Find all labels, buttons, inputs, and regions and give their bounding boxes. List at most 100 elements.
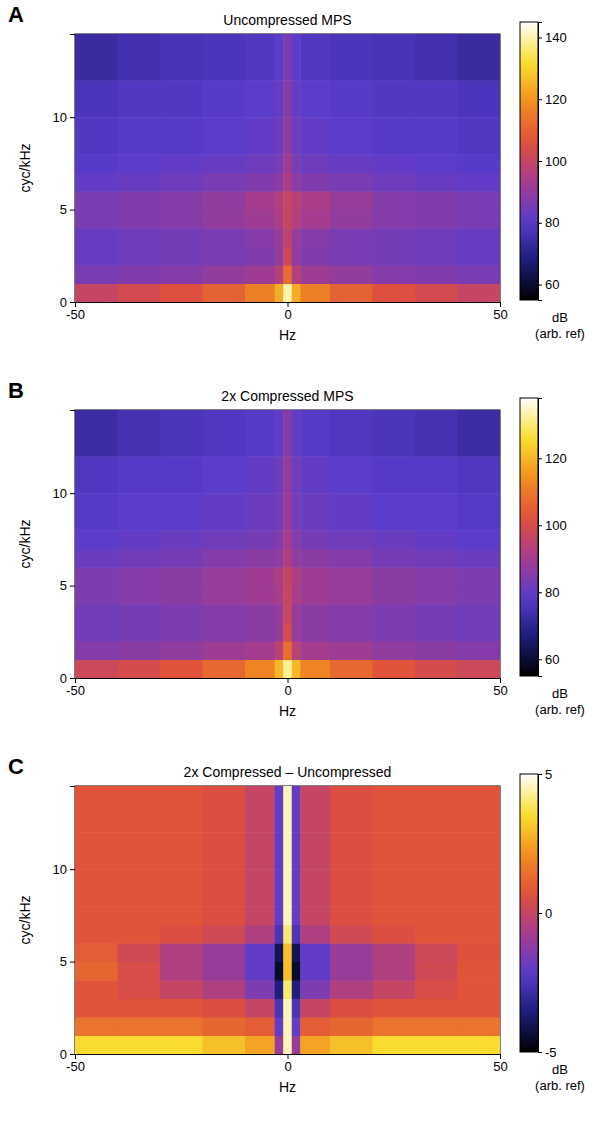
heatmap-cell xyxy=(458,80,501,117)
heatmap-cell xyxy=(415,80,458,117)
heatmap-cell xyxy=(330,154,373,173)
heatmap-cell xyxy=(300,191,330,210)
y-tick: 5 xyxy=(60,578,75,593)
heatmap-cell xyxy=(300,493,330,530)
heatmap-cell xyxy=(203,117,246,154)
heatmap-cell xyxy=(75,604,118,623)
heatmap-cell xyxy=(160,832,203,869)
heatmap-cell xyxy=(160,284,203,302)
heatmap-cell xyxy=(292,117,301,154)
heatmap-cell xyxy=(330,567,373,586)
heatmap-cell xyxy=(203,80,246,117)
heatmap-cell xyxy=(245,210,275,229)
heatmap-cell xyxy=(458,456,501,493)
heatmap-cell xyxy=(75,943,118,962)
heatmap-cell xyxy=(275,660,284,678)
colorbar-tick: 140 xyxy=(538,30,567,45)
heatmap-cell xyxy=(330,586,373,605)
panel-letter: B xyxy=(8,378,24,403)
heatmap-cell xyxy=(283,641,292,660)
heatmap-cell xyxy=(415,530,458,549)
heatmap-cell xyxy=(275,154,284,173)
heatmap-cell xyxy=(300,117,330,154)
heatmap-cell xyxy=(203,493,246,530)
heatmap-cell xyxy=(75,660,118,678)
colorbar-tick-label: 120 xyxy=(545,451,567,466)
heatmap-cell xyxy=(292,943,301,962)
heatmap-cell xyxy=(283,410,292,457)
heatmap-cell xyxy=(373,1017,416,1036)
heatmap-cell xyxy=(275,962,284,981)
heatmap-cell xyxy=(275,456,284,493)
y-tick-label: 0 xyxy=(60,295,67,310)
heatmap-cell xyxy=(160,80,203,117)
heatmap-cell xyxy=(415,191,458,210)
heatmap-cell xyxy=(75,549,118,568)
heatmap-cell xyxy=(203,623,246,642)
heatmap-cell xyxy=(275,228,284,247)
heatmap-cell xyxy=(458,191,501,210)
colorbar-axis: 6080100120140 xyxy=(538,23,567,301)
heatmap-cell xyxy=(283,999,292,1018)
colorbar-tick-label: 80 xyxy=(545,585,559,600)
heatmap-cell xyxy=(458,906,501,925)
x-tick-label: 50 xyxy=(493,683,507,698)
heatmap-cell xyxy=(160,410,203,457)
panel-title: Uncompressed MPS xyxy=(223,12,351,28)
heatmap-cell xyxy=(283,493,292,530)
heatmap-cell xyxy=(75,117,118,154)
heatmap-cell xyxy=(415,660,458,678)
heatmap-cell xyxy=(118,906,161,925)
heatmap-cell xyxy=(245,1036,275,1054)
heatmap-cell xyxy=(458,493,501,530)
heatmap-cell xyxy=(415,410,458,457)
heatmap-cell xyxy=(292,567,301,586)
heatmap-cell xyxy=(283,943,292,962)
heatmap-cell xyxy=(245,925,275,944)
heatmap-cell xyxy=(160,493,203,530)
heatmap-cell xyxy=(300,173,330,192)
y-tick-mark xyxy=(70,586,75,587)
heatmap-cell xyxy=(330,117,373,154)
heatmap-cell xyxy=(373,943,416,962)
y-tick: 0 xyxy=(60,671,75,686)
heatmap-cell xyxy=(283,284,292,302)
heatmap-cell xyxy=(118,117,161,154)
heatmap-cell xyxy=(292,493,301,530)
heatmap-cell xyxy=(75,410,118,457)
heatmap-cell xyxy=(203,604,246,623)
y-tick-label: 0 xyxy=(60,671,67,686)
heatmap-cell xyxy=(160,906,203,925)
colorbar-label: (arb. ref) xyxy=(535,1078,585,1093)
heatmap-cell xyxy=(458,154,501,173)
colorbar-tick-mark xyxy=(538,458,542,459)
heatmap-cells xyxy=(75,410,500,678)
heatmap-cell xyxy=(373,265,416,284)
heatmap-cell xyxy=(75,869,118,906)
heatmap-cell xyxy=(330,80,373,117)
heatmap-cell xyxy=(373,549,416,568)
heatmap-cell xyxy=(330,641,373,660)
plot-frame xyxy=(75,34,500,302)
heatmap-cell xyxy=(292,832,301,869)
heatmap-cell xyxy=(458,265,501,284)
heatmap-cell xyxy=(283,925,292,944)
heatmap-cell xyxy=(203,980,246,999)
heatmap-cell xyxy=(245,1017,275,1036)
panel: -500500510Hzcyc/kHz2x Compressed MPSB608… xyxy=(8,378,585,719)
heatmap-cell xyxy=(300,641,330,660)
heatmap-cell xyxy=(275,567,284,586)
heatmap-cell xyxy=(118,604,161,623)
heatmap-cell xyxy=(283,1017,292,1036)
colorbar-tick-mark xyxy=(538,37,542,38)
heatmap-cell xyxy=(275,906,284,925)
heatmap-cell xyxy=(75,980,118,999)
heatmap-cell xyxy=(275,493,284,530)
heatmap-cell xyxy=(75,962,118,981)
heatmap-cell xyxy=(373,456,416,493)
heatmap-cell xyxy=(275,980,284,999)
heatmap-cell xyxy=(300,549,330,568)
colorbar-tick-label: 120 xyxy=(545,92,567,107)
heatmap-cell xyxy=(458,210,501,229)
panel-letter: C xyxy=(8,754,24,779)
